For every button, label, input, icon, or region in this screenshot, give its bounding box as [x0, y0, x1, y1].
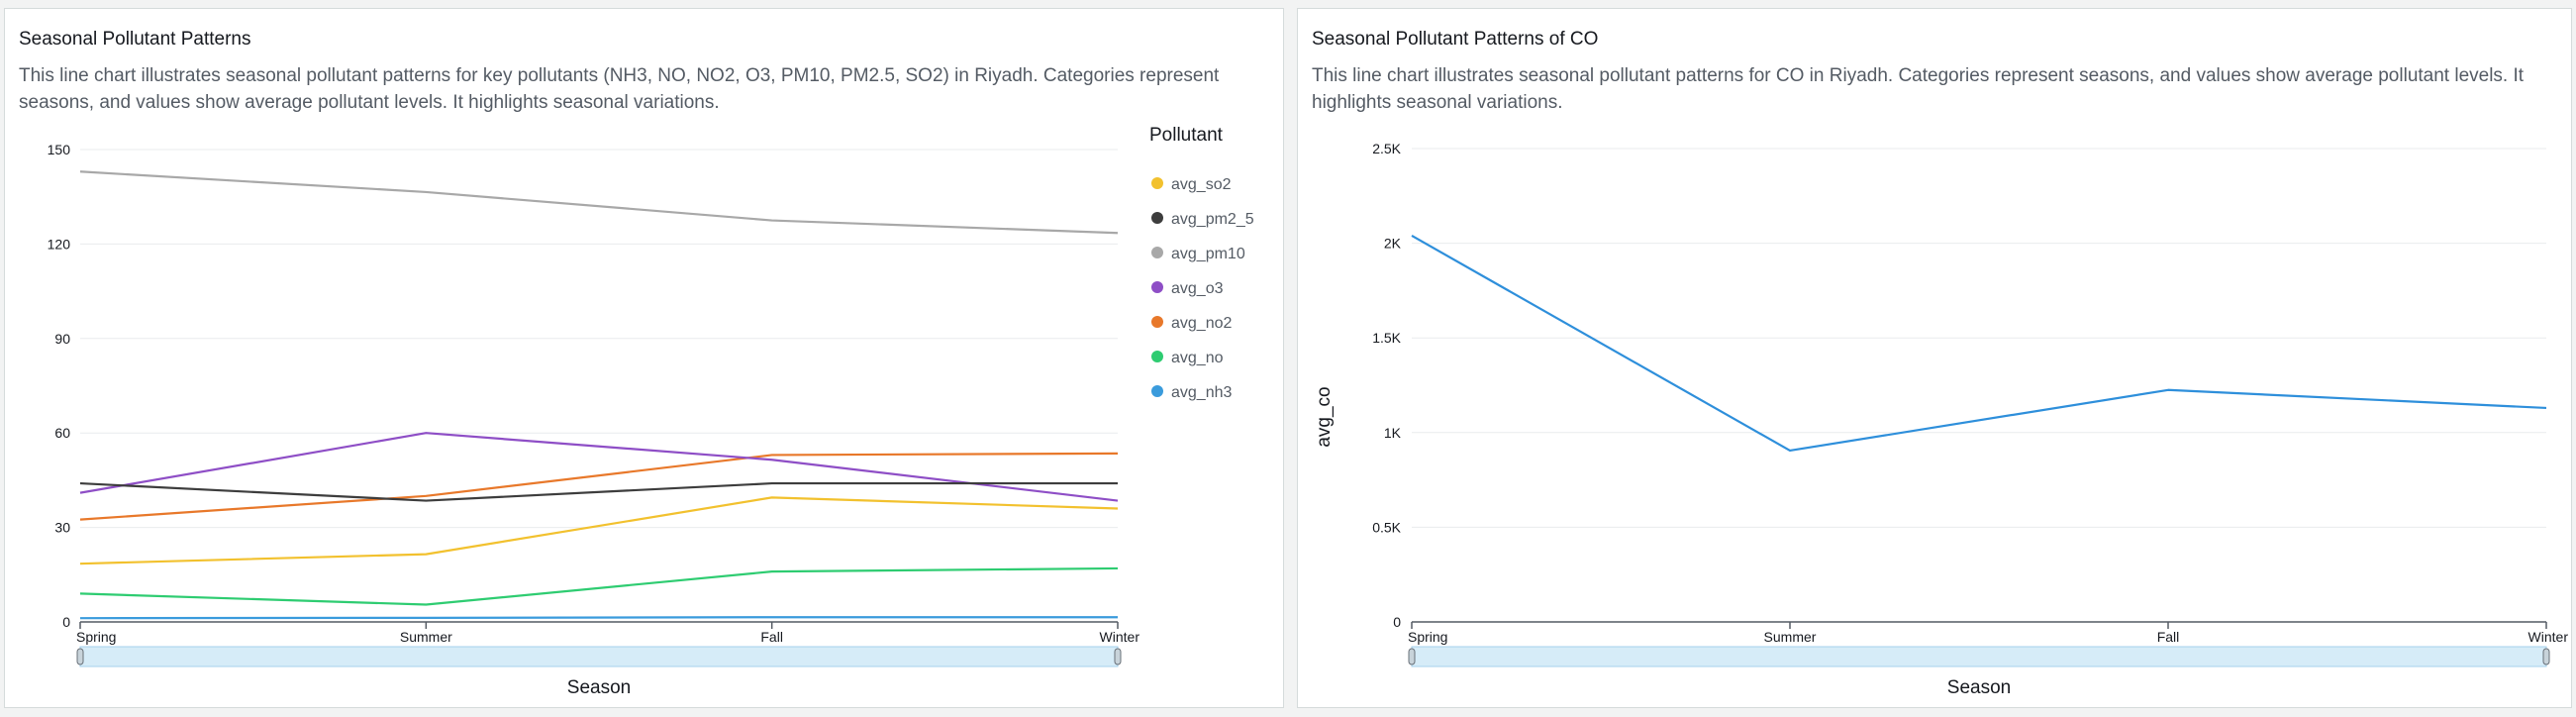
- legend-swatch: [1151, 177, 1163, 189]
- chart-subtitle: This line chart illustrates seasonal pol…: [19, 65, 1220, 113]
- series-line-avg-no[interactable]: [79, 566, 1119, 606]
- legend-item-avg-pm2-5[interactable]: avg_pm2_5: [1171, 211, 1254, 228]
- legend-swatch: [1151, 385, 1163, 397]
- y-tick-label: 150: [48, 142, 71, 157]
- chart-panel-co: Seasonal Pollutant Patterns of CO This l…: [1297, 8, 2572, 708]
- legend-title: Pollutant: [1149, 125, 1224, 146]
- y-tick-label: 90: [54, 331, 70, 347]
- y-tick-label: 30: [54, 520, 70, 536]
- legend-swatch: [1151, 247, 1163, 258]
- legend-swatch: [1151, 351, 1163, 362]
- legend-item-avg-no2[interactable]: avg_no2: [1171, 315, 1232, 332]
- legend-item-avg-pm10[interactable]: avg_pm10: [1171, 246, 1245, 262]
- x-tick-label: Summer: [1764, 629, 1817, 645]
- range-slider-end-handle[interactable]: [2542, 648, 2550, 666]
- x-tick-label: Spring: [76, 629, 116, 645]
- series-line-avg-pm10[interactable]: [79, 170, 1119, 235]
- y-axis-label: avg_co: [1314, 386, 1335, 447]
- legend-swatch: [1151, 212, 1163, 224]
- legend-swatch: [1151, 281, 1163, 293]
- legend-swatch: [1151, 316, 1163, 328]
- range-slider[interactable]: [79, 646, 1119, 667]
- x-tick-label: Fall: [2157, 629, 2180, 645]
- x-tick-label: Summer: [400, 629, 452, 645]
- x-tick-label: Winter: [1100, 629, 1140, 645]
- series-line-avg-so2[interactable]: [79, 496, 1119, 565]
- y-tick-label: 0.5K: [1372, 519, 1401, 535]
- x-tick-label: Spring: [1408, 629, 1447, 645]
- y-tick-label: 2.5K: [1372, 141, 1401, 156]
- y-tick-label: 0: [1393, 614, 1401, 630]
- x-tick-label: Fall: [760, 629, 783, 645]
- chart-panel-pollutants: Seasonal Pollutant Patterns This line ch…: [4, 8, 1284, 708]
- x-tick-label: Winter: [2528, 629, 2569, 645]
- x-axis-label: Season: [567, 677, 631, 698]
- y-tick-label: 1.5K: [1372, 330, 1401, 346]
- y-tick-label: 60: [54, 425, 70, 441]
- legend-item-avg-o3[interactable]: avg_o3: [1171, 280, 1224, 297]
- series-line-avg-pm2-5[interactable]: [79, 481, 1118, 502]
- range-slider-end-handle[interactable]: [1114, 648, 1122, 666]
- legend-item-avg-so2[interactable]: avg_so2: [1171, 176, 1232, 193]
- series-line-avg-o3[interactable]: [79, 432, 1119, 502]
- x-axis-label: Season: [1947, 677, 2011, 698]
- chart-title: Seasonal Pollutant Patterns: [19, 29, 251, 50]
- legend-item-avg-nh3[interactable]: avg_nh3: [1171, 384, 1232, 401]
- range-slider-start-handle[interactable]: [76, 648, 84, 666]
- chart-subtitle: This line chart illustrates seasonal pol…: [1312, 65, 2525, 113]
- series-line-avg-no2[interactable]: [79, 452, 1119, 521]
- y-tick-label: 1K: [1384, 425, 1402, 441]
- y-tick-label: 120: [48, 236, 71, 252]
- co-line-chart: avg_co 0 0.5K 1K 1.5K 2K 2.5K Spring Summer Fall…: [1314, 141, 2569, 698]
- y-tick-label: 0: [62, 614, 70, 630]
- series-line-avg-nh3[interactable]: [79, 616, 1118, 620]
- range-slider-start-handle[interactable]: [1408, 648, 1416, 666]
- legend-item-avg-no[interactable]: avg_no: [1171, 350, 1224, 366]
- pollutant-line-chart: Pollutant 0 30 60 90 120 150 Spring Summer Fall W…: [48, 125, 1254, 698]
- chart-title: Seasonal Pollutant Patterns of CO: [1312, 29, 1599, 50]
- series-line-avg-co[interactable]: [1411, 234, 2547, 453]
- y-tick-label: 2K: [1384, 236, 1402, 252]
- range-slider[interactable]: [1411, 646, 2547, 667]
